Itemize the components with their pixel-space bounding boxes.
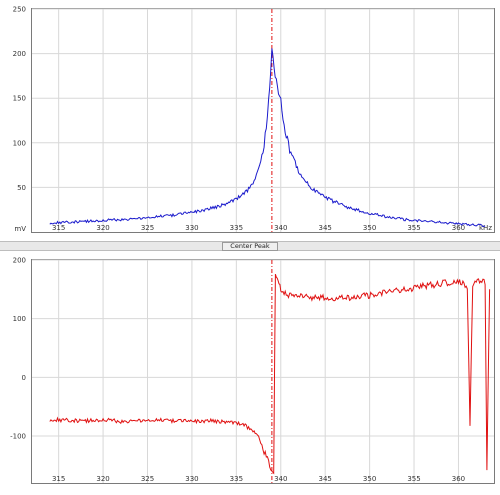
phase-chart-panel: 315 320 325 330 335 340 345 350 355 360 -100 0 100 20…: [0, 251, 500, 495]
phase-x-tick-label: 325: [141, 475, 154, 483]
magnitude-y-tick-label: 50: [17, 184, 26, 192]
magnitude-x-tick-label: 345: [319, 224, 332, 232]
magnitude-x-tick-label: 325: [141, 224, 154, 232]
phase-y-tick-label: 200: [13, 257, 26, 265]
magnitude-x-tick-label: 330: [185, 224, 198, 232]
phase-y-tick-label: 100: [13, 315, 26, 323]
phase-series-line: [49, 273, 491, 475]
phase-x-tick-label: 335: [230, 475, 243, 483]
magnitude-series-line: [49, 48, 486, 228]
phase-y-tick-label: 0: [22, 374, 26, 382]
center-peak-button[interactable]: Center Peak: [222, 242, 278, 251]
phase-chart: 315 320 325 330 335 340 345 350 355 360 -100 0 100 20…: [10, 257, 494, 483]
phase-x-tick-label: 360: [452, 475, 465, 483]
magnitude-x-tick-label: 360: [452, 224, 465, 232]
phase-x-tick-label: 345: [319, 475, 332, 483]
phase-y-tick-label: -100: [10, 433, 26, 441]
magnitude-x-tick-label: 340: [274, 224, 287, 232]
magnitude-chart: 315 320 325 330 335 340 345 350 355 360 50 100 150 20…: [13, 6, 494, 233]
magnitude-y-tick-label: 200: [13, 50, 26, 58]
magnitude-y-axis-label: mV: [14, 225, 26, 233]
magnitude-x-tick-label: 350: [363, 224, 376, 232]
magnitude-y-tick-label: 150: [13, 95, 26, 103]
magnitude-x-axis-label: kHz: [479, 224, 492, 232]
magnitude-x-tick-label: 315: [52, 224, 65, 232]
magnitude-x-tick-label: 320: [96, 224, 109, 232]
magnitude-x-tick-label: 355: [407, 224, 420, 232]
phase-x-tick-label: 355: [407, 475, 420, 483]
magnitude-y-tick-label: 100: [13, 139, 26, 147]
phase-x-tick-label: 340: [274, 475, 287, 483]
magnitude-x-tick-label: 335: [230, 224, 243, 232]
magnitude-chart-panel: 315 320 325 330 335 340 345 350 355 360 50 100 150 20…: [0, 0, 500, 241]
phase-x-tick-label: 315: [52, 475, 65, 483]
phase-x-tick-label: 330: [185, 475, 198, 483]
phase-x-tick-label: 320: [96, 475, 109, 483]
phase-x-tick-label: 350: [363, 475, 376, 483]
magnitude-y-tick-label: 250: [13, 6, 26, 14]
